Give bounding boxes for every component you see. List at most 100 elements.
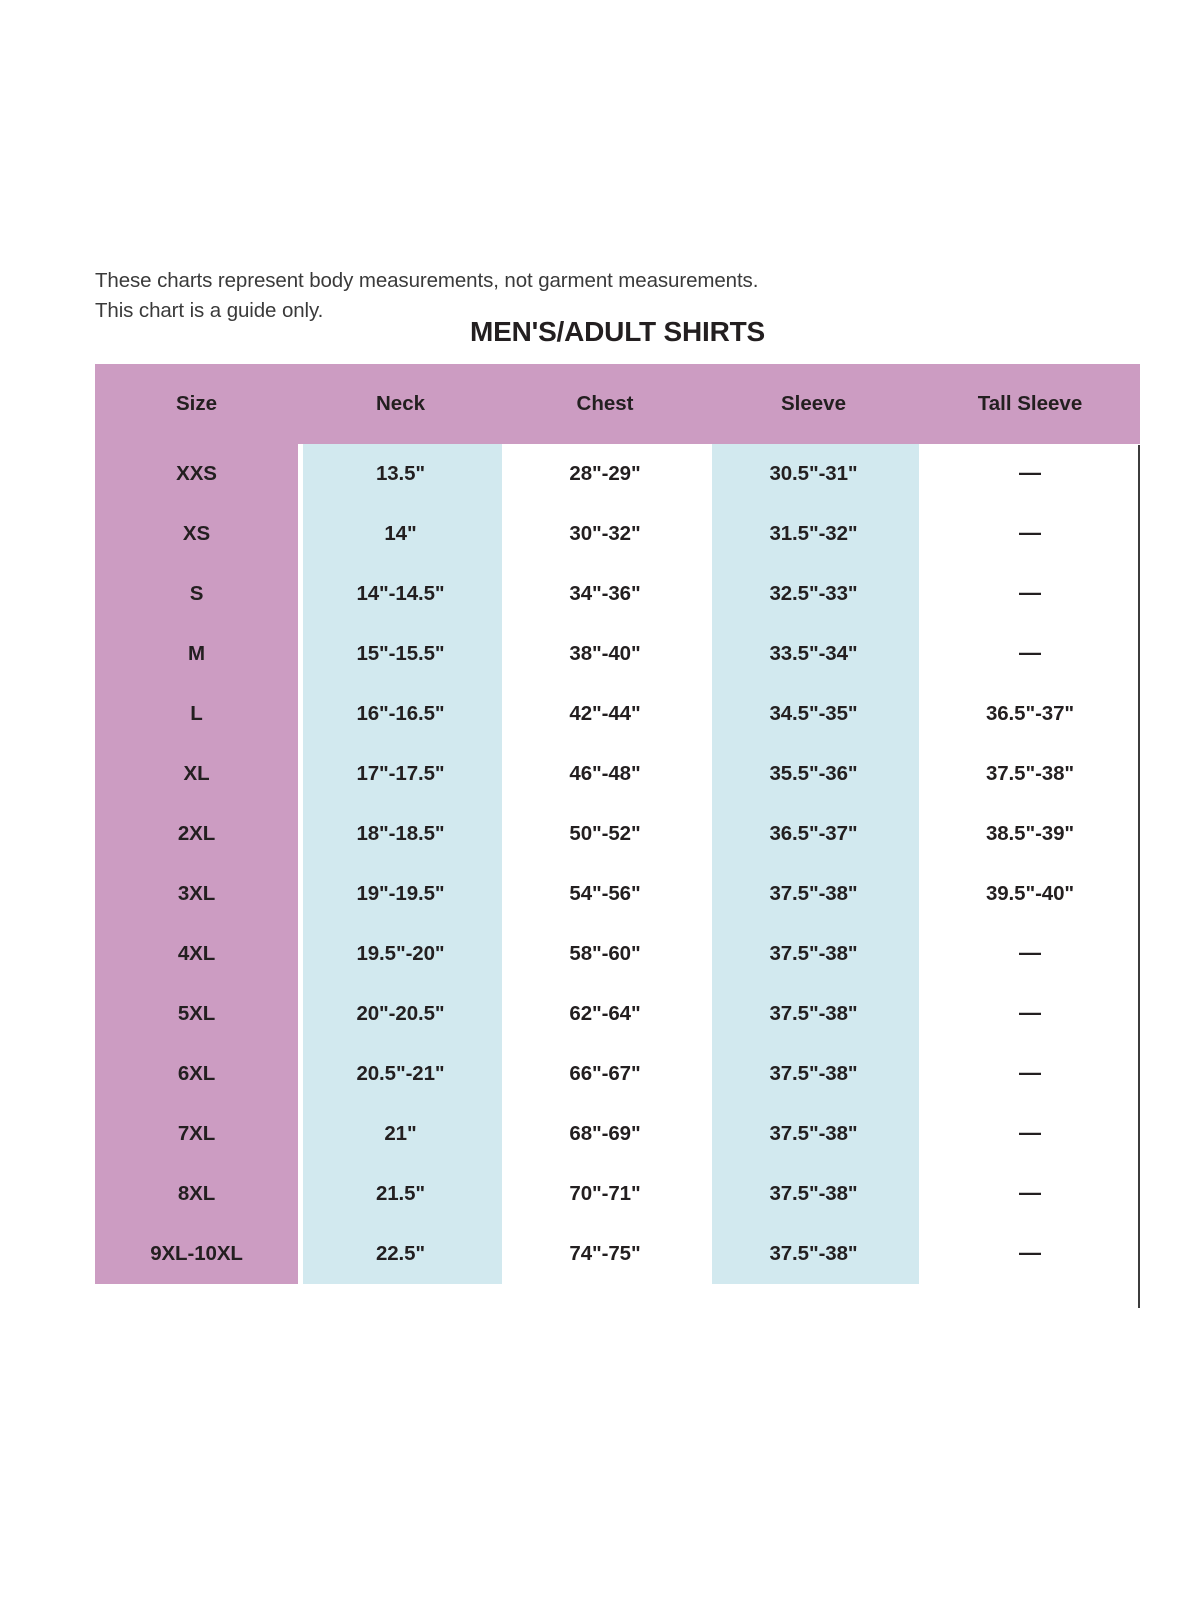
cell-size: M [95, 624, 298, 684]
table-row: 2XL 18"-18.5" 50"-52" 36.5"-37" 38.5"-39" [95, 804, 1140, 864]
cell-size: 7XL [95, 1104, 298, 1164]
cell-neck: 21.5" [298, 1164, 503, 1224]
cell-tall-sleeve: 38.5"-39" [920, 804, 1140, 864]
cell-chest: 30"-32" [503, 504, 707, 564]
table-row: 8XL 21.5" 70"-71" 37.5"-38" — [95, 1164, 1140, 1224]
no-value-dash-icon: — [1019, 520, 1041, 545]
cell-size: 8XL [95, 1164, 298, 1224]
intro-note: These charts represent body measurements… [95, 269, 759, 322]
table-row: 6XL 20.5"-21" 66"-67" 37.5"-38" — [95, 1044, 1140, 1104]
table-row: S 14"-14.5" 34"-36" 32.5"-33" — [95, 564, 1140, 624]
cell-tall-sleeve: — [920, 1164, 1140, 1224]
no-value-dash-icon: — [1019, 580, 1041, 605]
column-header-size: Size [95, 364, 298, 444]
cell-neck: 13.5" [298, 444, 503, 504]
column-header-neck: Neck [298, 364, 503, 444]
cell-size: 3XL [95, 864, 298, 924]
cell-sleeve: 37.5"-38" [707, 864, 920, 924]
cell-chest: 54"-56" [503, 864, 707, 924]
cell-sleeve: 37.5"-38" [707, 1044, 920, 1104]
cell-tall-sleeve: — [920, 924, 1140, 984]
cell-size: XXS [95, 444, 298, 504]
cell-sleeve: 35.5"-36" [707, 744, 920, 804]
cell-tall-sleeve: — [920, 504, 1140, 564]
table-row: XXS 13.5" 28"-29" 30.5"-31" — [95, 444, 1140, 504]
cell-chest: 50"-52" [503, 804, 707, 864]
table-row: L 16"-16.5" 42"-44" 34.5"-35" 36.5"-37" [95, 684, 1140, 744]
column-header-chest: Chest [503, 364, 707, 444]
cell-tall-sleeve: — [920, 984, 1140, 1044]
column-header-sleeve: Sleeve [707, 364, 920, 444]
table-body: XXS 13.5" 28"-29" 30.5"-31" — XS 14" 30"-32" 31.… [95, 444, 1140, 1284]
cell-size: XL [95, 744, 298, 804]
cell-chest: 28"-29" [503, 444, 707, 504]
cell-chest: 70"-71" [503, 1164, 707, 1224]
cell-chest: 68"-69" [503, 1104, 707, 1164]
cell-chest: 38"-40" [503, 624, 707, 684]
cell-size: 6XL [95, 1044, 298, 1104]
cell-tall-sleeve: — [920, 1224, 1140, 1284]
cell-chest: 42"-44" [503, 684, 707, 744]
table-head: Size Neck Chest Sleeve Tall Sleeve [95, 364, 1140, 444]
cell-sleeve: 34.5"-35" [707, 684, 920, 744]
cell-chest: 46"-48" [503, 744, 707, 804]
table-row: 9XL-10XL 22.5" 74"-75" 37.5"-38" — [95, 1224, 1140, 1284]
cell-tall-sleeve: — [920, 624, 1140, 684]
cell-neck: 20.5"-21" [298, 1044, 503, 1104]
cell-sleeve: 32.5"-33" [707, 564, 920, 624]
cell-neck: 19"-19.5" [298, 864, 503, 924]
cell-tall-sleeve: — [920, 564, 1140, 624]
cell-tall-sleeve: — [920, 1104, 1140, 1164]
no-value-dash-icon: — [1019, 1180, 1041, 1205]
cell-size: XS [95, 504, 298, 564]
cell-neck: 17"-17.5" [298, 744, 503, 804]
table-right-rule [1138, 445, 1140, 1308]
cell-neck: 20"-20.5" [298, 984, 503, 1044]
cell-size: 5XL [95, 984, 298, 1044]
chart-title: MEN'S/ADULT SHIRTS [470, 316, 765, 347]
no-value-dash-icon: — [1019, 640, 1041, 665]
cell-sleeve: 37.5"-38" [707, 1104, 920, 1164]
no-value-dash-icon: — [1019, 1240, 1041, 1265]
cell-neck: 18"-18.5" [298, 804, 503, 864]
cell-neck: 21" [298, 1104, 503, 1164]
cell-sleeve: 36.5"-37" [707, 804, 920, 864]
no-value-dash-icon: — [1019, 1060, 1041, 1085]
cell-size: L [95, 684, 298, 744]
size-table: Size Neck Chest Sleeve Tall Sleeve XXS 13… [95, 364, 1140, 1284]
cell-chest: 62"-64" [503, 984, 707, 1044]
cell-size: 9XL-10XL [95, 1224, 298, 1284]
column-header-tall-sleeve: Tall Sleeve [920, 364, 1140, 444]
cell-size: 2XL [95, 804, 298, 864]
cell-neck: 14" [298, 504, 503, 564]
cell-tall-sleeve: 39.5"-40" [920, 864, 1140, 924]
table-header-row: Size Neck Chest Sleeve Tall Sleeve [95, 364, 1140, 444]
cell-sleeve: 37.5"-38" [707, 984, 920, 1044]
cell-size: 4XL [95, 924, 298, 984]
no-value-dash-icon: — [1019, 1120, 1041, 1145]
cell-sleeve: 37.5"-38" [707, 1224, 920, 1284]
cell-tall-sleeve: 36.5"-37" [920, 684, 1140, 744]
table-row: 3XL 19"-19.5" 54"-56" 37.5"-38" 39.5"-40" [95, 864, 1140, 924]
cell-sleeve: 30.5"-31" [707, 444, 920, 504]
size-table-wrap: Size Neck Chest Sleeve Tall Sleeve XXS 13… [95, 364, 1140, 1284]
cell-size: S [95, 564, 298, 624]
cell-tall-sleeve: — [920, 1044, 1140, 1104]
table-row: XS 14" 30"-32" 31.5"-32" — [95, 504, 1140, 564]
cell-tall-sleeve: 37.5"-38" [920, 744, 1140, 804]
cell-sleeve: 31.5"-32" [707, 504, 920, 564]
table-row: 7XL 21" 68"-69" 37.5"-38" — [95, 1104, 1140, 1164]
no-value-dash-icon: — [1019, 940, 1041, 965]
no-value-dash-icon: — [1019, 460, 1041, 485]
cell-sleeve: 33.5"-34" [707, 624, 920, 684]
cell-neck: 19.5"-20" [298, 924, 503, 984]
cell-sleeve: 37.5"-38" [707, 1164, 920, 1224]
no-value-dash-icon: — [1019, 1000, 1041, 1025]
table-row: M 15"-15.5" 38"-40" 33.5"-34" — [95, 624, 1140, 684]
cell-neck: 16"-16.5" [298, 684, 503, 744]
cell-chest: 58"-60" [503, 924, 707, 984]
table-row: XL 17"-17.5" 46"-48" 35.5"-36" 37.5"-38" [95, 744, 1140, 804]
cell-chest: 66"-67" [503, 1044, 707, 1104]
cell-neck: 22.5" [298, 1224, 503, 1284]
